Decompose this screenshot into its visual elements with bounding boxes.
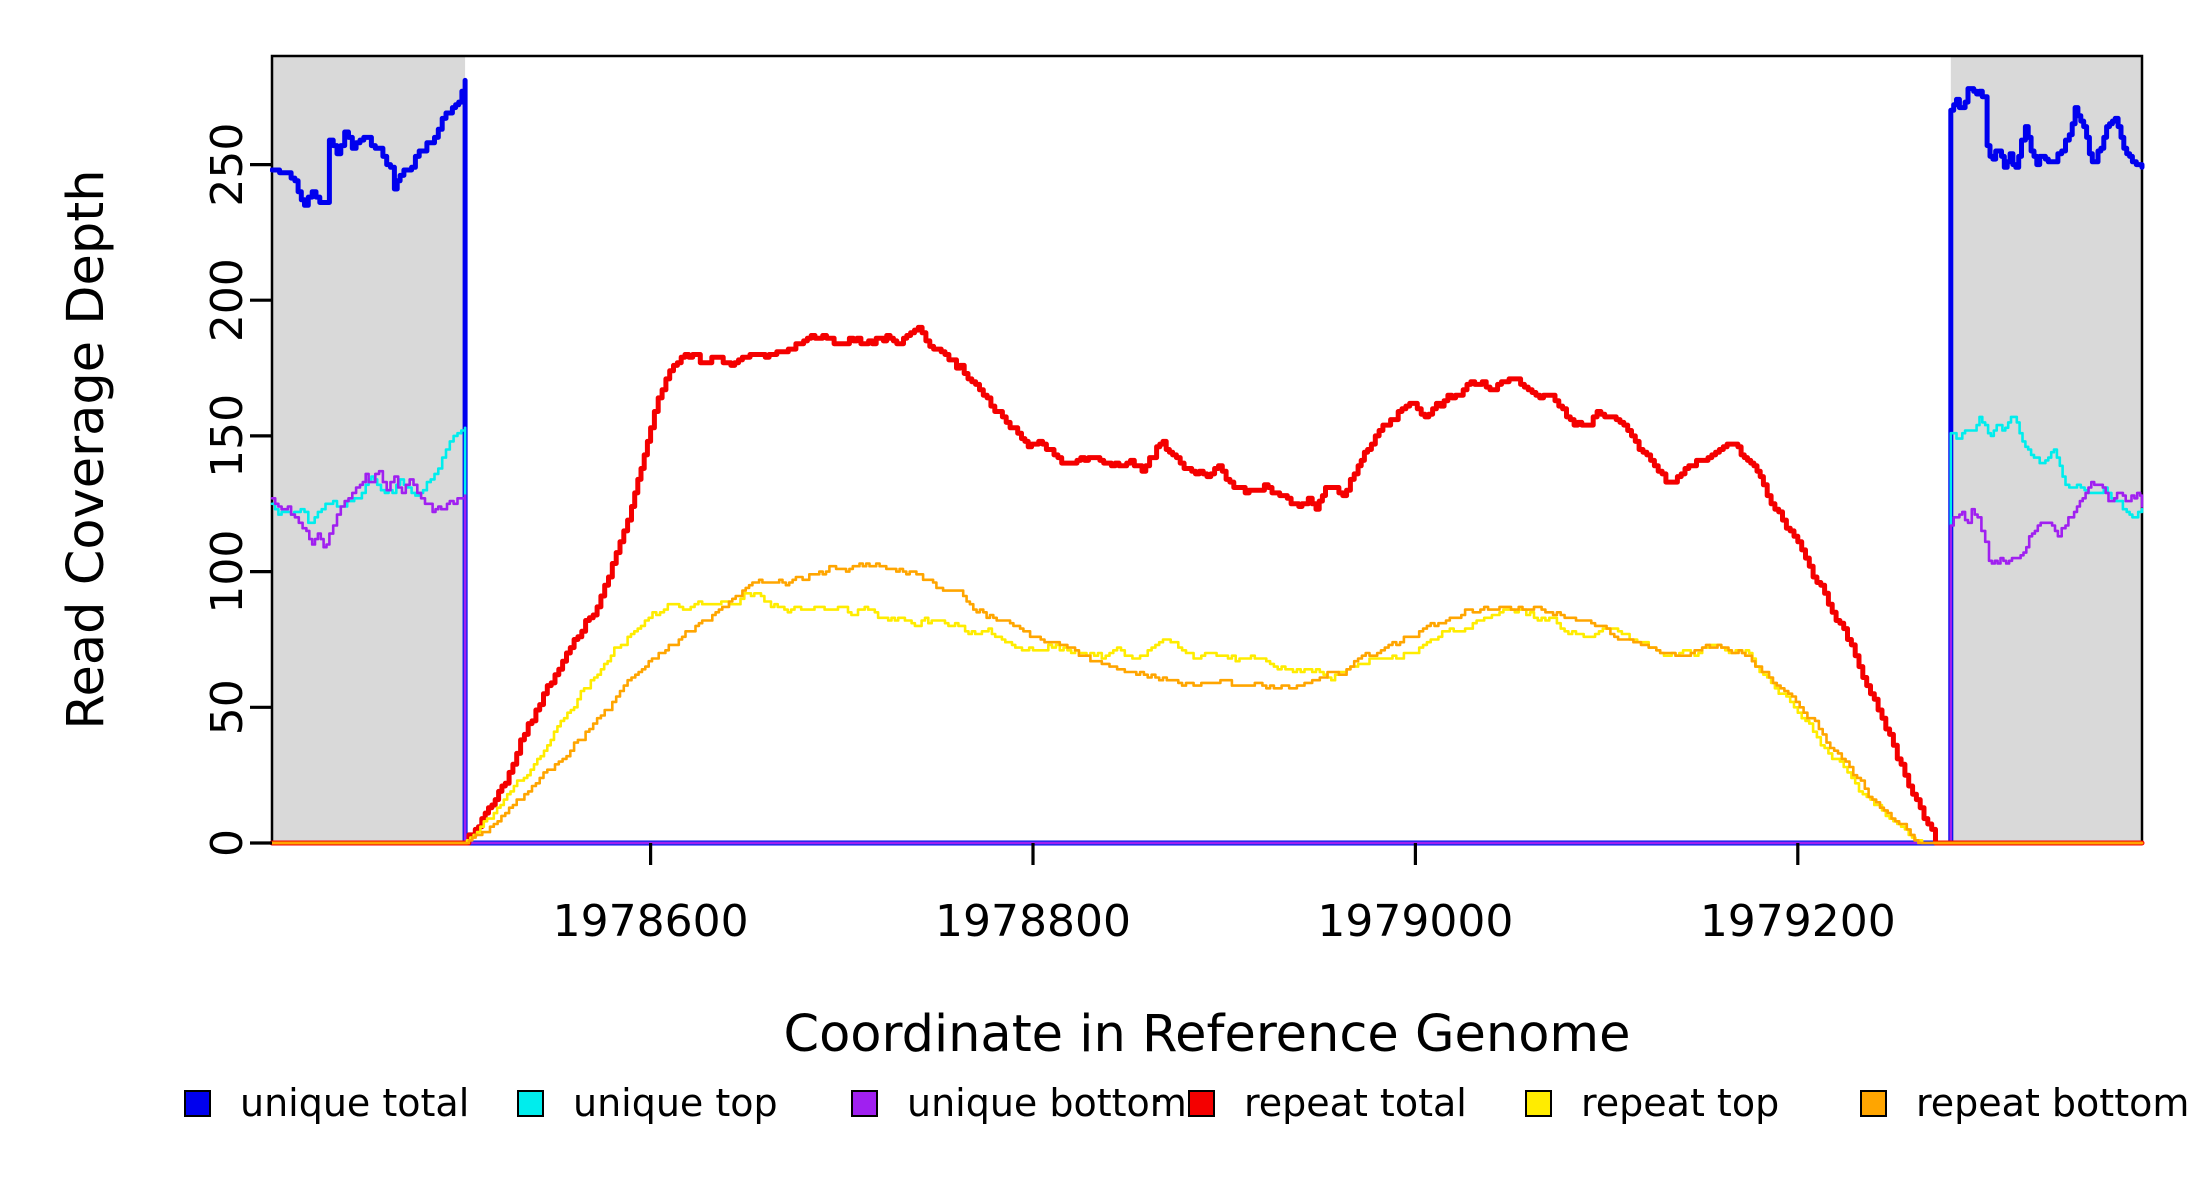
- legend-swatch-unique-top: [517, 1089, 544, 1117]
- legend-label-repeat-top: repeat top: [1581, 1081, 1780, 1125]
- legend-swatch-repeat-total: [1188, 1089, 1215, 1117]
- y-tick-label: 200: [202, 258, 253, 342]
- y-tick-label: 150: [202, 394, 253, 478]
- legend-swatch-repeat-top: [1525, 1089, 1552, 1117]
- legend-label-repeat-bottom: repeat bottom: [1916, 1081, 2190, 1125]
- legend-swatch-repeat-bottom: [1860, 1089, 1887, 1117]
- legend-item-repeat-total: repeat total: [1188, 1079, 1467, 1127]
- y-axis-title: Read Coverage Depth: [57, 169, 116, 729]
- legend-label-unique-total: unique total: [240, 1081, 470, 1125]
- y-tick-label: 50: [202, 679, 253, 735]
- y-tick-label: 100: [202, 530, 253, 614]
- y-tick-label: 0: [202, 829, 253, 857]
- x-tick-label: 1978800: [935, 896, 1131, 947]
- series-repeat-top-line: [270, 592, 2144, 845]
- y-tick-label: 250: [202, 123, 253, 207]
- legend-label-repeat-total: repeat total: [1244, 1081, 1467, 1125]
- legend-label-unique-bottom: unique bottom: [907, 1081, 1187, 1125]
- legend-swatch-unique-bottom: [851, 1089, 878, 1117]
- series-unique-total-line: [270, 77, 2145, 846]
- legend-item-repeat-bottom: repeat bottom: [1860, 1079, 2189, 1127]
- legend-item-unique-bottom: unique bottom: [851, 1079, 1187, 1127]
- series-group: [270, 77, 2145, 846]
- x-tick-label: 1979200: [1700, 896, 1896, 947]
- stray-plot-mark: ·: [1152, 1078, 1165, 1122]
- legend-swatch-unique-total: [184, 1089, 211, 1117]
- series-unique-bottom-line: [270, 469, 2144, 845]
- legend-item-unique-total: unique total: [184, 1079, 469, 1127]
- x-tick-label: 1978600: [553, 896, 749, 947]
- series-repeat-total-line: [270, 324, 2145, 846]
- shaded-region-left: [272, 56, 466, 843]
- legend-label-unique-top: unique top: [573, 1081, 778, 1125]
- series-repeat-bottom-line: [270, 562, 2144, 845]
- x-tick-label: 1979000: [1317, 896, 1513, 947]
- x-axis-title: Coordinate in Reference Genome: [783, 1005, 1630, 1064]
- axis-ticks: [250, 163, 1800, 865]
- shaded-region-right: [1950, 56, 2142, 843]
- plot-border: [270, 54, 2144, 845]
- legend-item-repeat-top: repeat top: [1525, 1079, 1779, 1127]
- legend-item-unique-top: unique top: [517, 1079, 778, 1127]
- legend: unique total unique top unique bottom re…: [0, 1079, 2200, 1131]
